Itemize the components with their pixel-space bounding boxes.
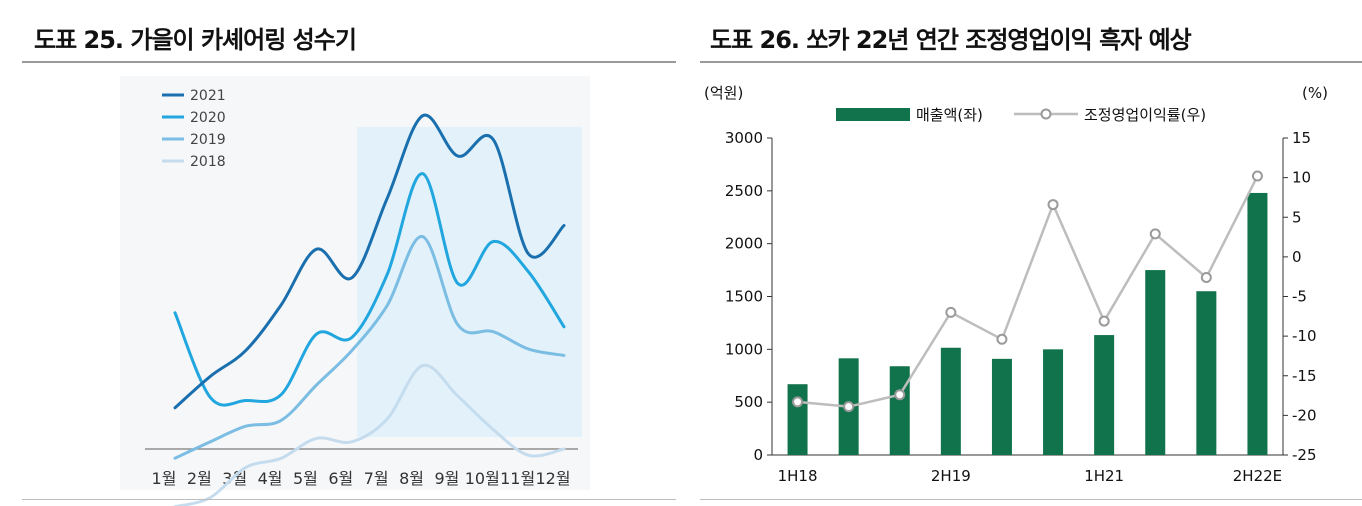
revenue-bar-2H20 <box>1043 349 1064 455</box>
right-tick-label: 15 <box>1292 129 1311 147</box>
revenue-bar-1H18 <box>787 384 808 455</box>
right-tick-label: -25 <box>1292 446 1317 464</box>
margin-point-1H19 <box>894 389 906 401</box>
right-tick-label: -20 <box>1292 406 1317 424</box>
left-tick-label: 2500 <box>725 182 763 200</box>
series-line-2021 <box>173 113 566 410</box>
margin-point-1H22E <box>1200 271 1212 283</box>
legend-label-2020: 2020 <box>190 110 226 126</box>
seasonality-line-chart: 1월 2월 3월 4월 5월 6월 7월 8월 9월 10월 11월 12월2021202020192… <box>120 76 590 506</box>
revenue-bar-2H21 <box>1145 270 1166 455</box>
margin-point-2H19 <box>945 306 957 318</box>
margin-line <box>797 175 1259 408</box>
left-tick-label: 500 <box>734 393 763 411</box>
right-tick-label: -5 <box>1292 288 1307 306</box>
revenue-bar-2H22E <box>1247 192 1268 456</box>
legend-label-2019: 2019 <box>190 132 226 148</box>
left-tick-label: 3000 <box>725 129 763 147</box>
legend-label-margin: 조정영업이익률(우) <box>1084 106 1206 124</box>
revenue-bar-2H19 <box>940 347 961 455</box>
right-tick-label: 10 <box>1292 169 1311 187</box>
x-tick-label: 2월 <box>187 469 212 488</box>
left-tick-label: 0 <box>753 446 763 464</box>
margin-point-1H18 <box>792 396 804 408</box>
margin-point-2H21 <box>1149 228 1161 240</box>
x-tick-label: 1H18 <box>778 467 818 485</box>
left-axis-unit: (억원) <box>704 84 743 102</box>
x-tick-label: 1월 <box>152 469 177 488</box>
figure-25: 도표 25. 가을이 카셰어링 성수기 1월 2월 3월 4월 5월 6월 7월 8월 9월 10… <box>0 0 680 506</box>
legend-label-revenue: 매출액(좌) <box>916 106 983 124</box>
right-tick-label: 5 <box>1292 208 1302 226</box>
figure-25-top-rule <box>22 61 676 63</box>
legend-label-2018: 2018 <box>190 154 226 170</box>
left-tick-label: 1000 <box>725 340 763 358</box>
x-tick-label: 12월 <box>535 469 570 488</box>
margin-point-2H20 <box>1047 199 1059 211</box>
figure-25-bottom-rule <box>22 499 676 500</box>
right-tick-label: -15 <box>1292 367 1317 385</box>
margin-point-1H20 <box>996 333 1008 345</box>
right-axis-unit: (%) <box>1302 84 1328 102</box>
revenue-bar-1H22E <box>1196 291 1217 455</box>
x-tick-label: 1H21 <box>1084 467 1124 485</box>
legend-label-2021: 2021 <box>190 88 226 104</box>
legend-swatch-margin-marker <box>1040 108 1052 120</box>
x-tick-label: 11월 <box>500 469 535 488</box>
x-tick-label: 7월 <box>364 469 389 488</box>
margin-point-2H18 <box>843 401 855 413</box>
series-line-2020 <box>173 172 566 407</box>
figure-26-bottom-rule <box>700 499 1362 500</box>
revenue-bar-1H20 <box>991 358 1012 455</box>
figure-26-title: 도표 26. 쏘카 22년 연간 조정영업이익 흑자 예상 <box>710 26 1192 54</box>
x-tick-label: 9월 <box>434 469 459 488</box>
x-tick-label: 5월 <box>293 469 318 488</box>
x-tick-label: 2H22E <box>1233 467 1282 485</box>
revenue-bar-1H21 <box>1094 335 1115 455</box>
figure-25-title: 도표 25. 가을이 카셰어링 성수기 <box>34 26 357 54</box>
autumn-highlight-band <box>357 127 582 437</box>
x-tick-label: 8월 <box>399 469 424 488</box>
margin-point-1H21 <box>1098 315 1110 327</box>
series-line-2018 <box>173 363 566 506</box>
x-tick-label: 4월 <box>258 469 283 488</box>
left-tick-label: 2000 <box>725 235 763 253</box>
right-tick-label: -10 <box>1292 327 1317 345</box>
socar-revenue-margin-chart: (억원) (%) 매출액(좌) 조정영업이익률(우) 0 500 1000 1500 2000 2… <box>704 84 1328 485</box>
figure-26-top-rule <box>700 61 1362 63</box>
left-tick-label: 1500 <box>725 288 763 306</box>
x-tick-label: 6월 <box>328 469 353 488</box>
x-tick-label: 10월 <box>465 469 500 488</box>
right-tick-label: 0 <box>1292 248 1302 266</box>
revenue-bar-1H19 <box>889 366 910 455</box>
series-line-2019 <box>173 235 566 460</box>
margin-point-2H22E <box>1251 170 1263 182</box>
legend-swatch-revenue <box>836 108 910 121</box>
x-tick-label: 2H19 <box>931 467 971 485</box>
figure-26: 도표 26. 쏘카 22년 연간 조정영업이익 흑자 예상 (억원) (%) 매출액… <box>696 0 1362 506</box>
